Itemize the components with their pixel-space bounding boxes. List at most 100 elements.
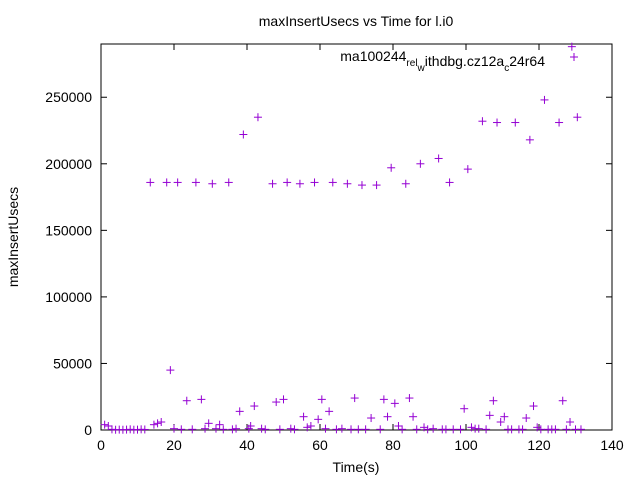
data-point xyxy=(100,420,109,429)
data-point xyxy=(507,425,516,434)
x-tick-label: 140 xyxy=(600,437,624,453)
data-point xyxy=(460,404,469,413)
chart-title: maxInsertUsecs vs Time for l.i0 xyxy=(259,13,454,29)
data-point xyxy=(540,95,549,104)
x-tick-label: 40 xyxy=(239,437,255,453)
data-point xyxy=(347,425,356,434)
data-point xyxy=(379,395,388,404)
data-point xyxy=(268,179,277,188)
data-point xyxy=(500,412,509,421)
data-point xyxy=(409,412,418,421)
data-point xyxy=(275,425,284,434)
data-point xyxy=(429,424,438,433)
x-tick-label: 80 xyxy=(385,437,401,453)
legend-label: ma100244relwithdbg.cz12ac24r64 xyxy=(340,48,545,74)
data-point xyxy=(387,163,396,172)
data-point xyxy=(197,395,206,404)
data-point xyxy=(456,425,465,434)
y-tick-label: 150000 xyxy=(45,222,92,238)
data-point xyxy=(191,178,200,187)
data-point xyxy=(153,419,162,428)
data-point xyxy=(522,414,531,423)
data-point xyxy=(157,418,166,427)
data-point xyxy=(283,178,292,187)
data-series xyxy=(100,42,585,434)
data-point xyxy=(555,118,564,127)
data-point xyxy=(317,395,326,404)
data-point xyxy=(357,181,366,190)
data-point xyxy=(299,412,308,421)
data-point xyxy=(566,418,575,427)
data-point xyxy=(290,425,299,434)
data-point xyxy=(401,179,410,188)
data-point xyxy=(394,422,403,431)
data-point xyxy=(219,425,228,434)
data-point xyxy=(529,402,538,411)
data-point xyxy=(332,425,341,434)
y-tick-label: 250000 xyxy=(45,89,92,105)
data-point xyxy=(325,407,334,416)
x-tick-label: 60 xyxy=(312,437,328,453)
data-point xyxy=(343,179,352,188)
legend: ma100244relwithdbg.cz12ac24r64 xyxy=(340,48,578,74)
data-point xyxy=(166,366,175,375)
data-point xyxy=(272,398,281,407)
data-point xyxy=(182,396,191,405)
data-point xyxy=(434,154,443,163)
data-point xyxy=(208,179,217,188)
data-point xyxy=(551,425,560,434)
data-point xyxy=(173,178,182,187)
data-point xyxy=(496,418,505,427)
data-point xyxy=(525,135,534,144)
data-point xyxy=(383,412,392,421)
data-point xyxy=(536,425,545,434)
data-point xyxy=(162,178,171,187)
data-point xyxy=(337,424,346,433)
x-tick-label: 100 xyxy=(454,437,478,453)
y-tick-label: 50000 xyxy=(53,355,92,371)
data-point xyxy=(441,425,450,434)
data-point xyxy=(390,399,399,408)
data-point xyxy=(445,178,454,187)
data-point xyxy=(146,178,155,187)
data-point xyxy=(303,423,312,432)
data-point xyxy=(140,425,149,434)
data-point xyxy=(412,425,421,434)
data-point xyxy=(511,118,520,127)
data-point xyxy=(246,422,255,431)
data-point xyxy=(228,425,237,434)
data-point xyxy=(321,424,330,433)
data-point xyxy=(295,179,304,188)
y-tick-label: 100000 xyxy=(45,289,92,305)
data-point xyxy=(224,178,233,187)
data-point xyxy=(361,425,370,434)
legend-marker xyxy=(570,53,578,61)
data-point xyxy=(493,118,502,127)
data-point xyxy=(372,181,381,190)
data-point xyxy=(201,424,210,433)
data-point xyxy=(478,117,487,126)
data-point xyxy=(354,425,363,434)
data-point xyxy=(485,411,494,420)
data-point xyxy=(104,422,113,431)
y-axis: 0 50000 100000 150000 200000 250000 xyxy=(45,89,612,438)
data-point xyxy=(398,425,407,434)
y-axis-label: maxInsertUsecs xyxy=(5,187,21,287)
data-point xyxy=(286,424,295,433)
data-point xyxy=(573,113,582,122)
data-point xyxy=(239,130,248,139)
data-point xyxy=(420,423,429,432)
data-point xyxy=(416,159,425,168)
y-tick-label: 200000 xyxy=(45,156,92,172)
data-point xyxy=(576,425,585,434)
data-point xyxy=(250,402,259,411)
data-point xyxy=(474,424,483,433)
data-point xyxy=(170,424,178,433)
data-point xyxy=(328,178,337,187)
data-point xyxy=(449,425,458,434)
data-point xyxy=(279,395,288,404)
data-point xyxy=(232,424,241,433)
data-point xyxy=(215,420,224,429)
x-axis: 0 20 40 60 80 100 120 140 xyxy=(97,44,624,453)
